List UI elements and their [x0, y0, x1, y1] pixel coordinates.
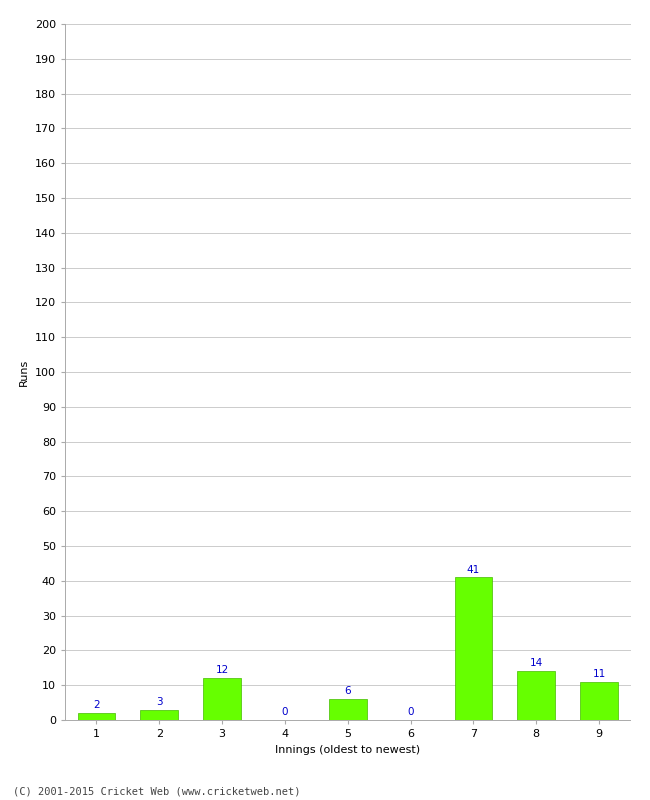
Text: 3: 3	[156, 697, 162, 706]
Bar	[517, 671, 555, 720]
Text: 6: 6	[344, 686, 351, 696]
Text: (C) 2001-2015 Cricket Web (www.cricketweb.net): (C) 2001-2015 Cricket Web (www.cricketwe…	[13, 786, 300, 796]
Text: 0: 0	[408, 707, 414, 718]
Bar	[329, 699, 367, 720]
Text: 12: 12	[215, 666, 229, 675]
Bar	[77, 713, 115, 720]
Bar	[203, 678, 241, 720]
Text: 14: 14	[530, 658, 543, 669]
Text: 2: 2	[93, 700, 99, 710]
Text: 0: 0	[281, 707, 288, 718]
Bar	[580, 682, 618, 720]
Bar	[140, 710, 178, 720]
Text: 41: 41	[467, 565, 480, 574]
X-axis label: Innings (oldest to newest): Innings (oldest to newest)	[275, 745, 421, 754]
Y-axis label: Runs: Runs	[20, 358, 29, 386]
Text: 11: 11	[592, 669, 606, 679]
Bar	[454, 578, 492, 720]
